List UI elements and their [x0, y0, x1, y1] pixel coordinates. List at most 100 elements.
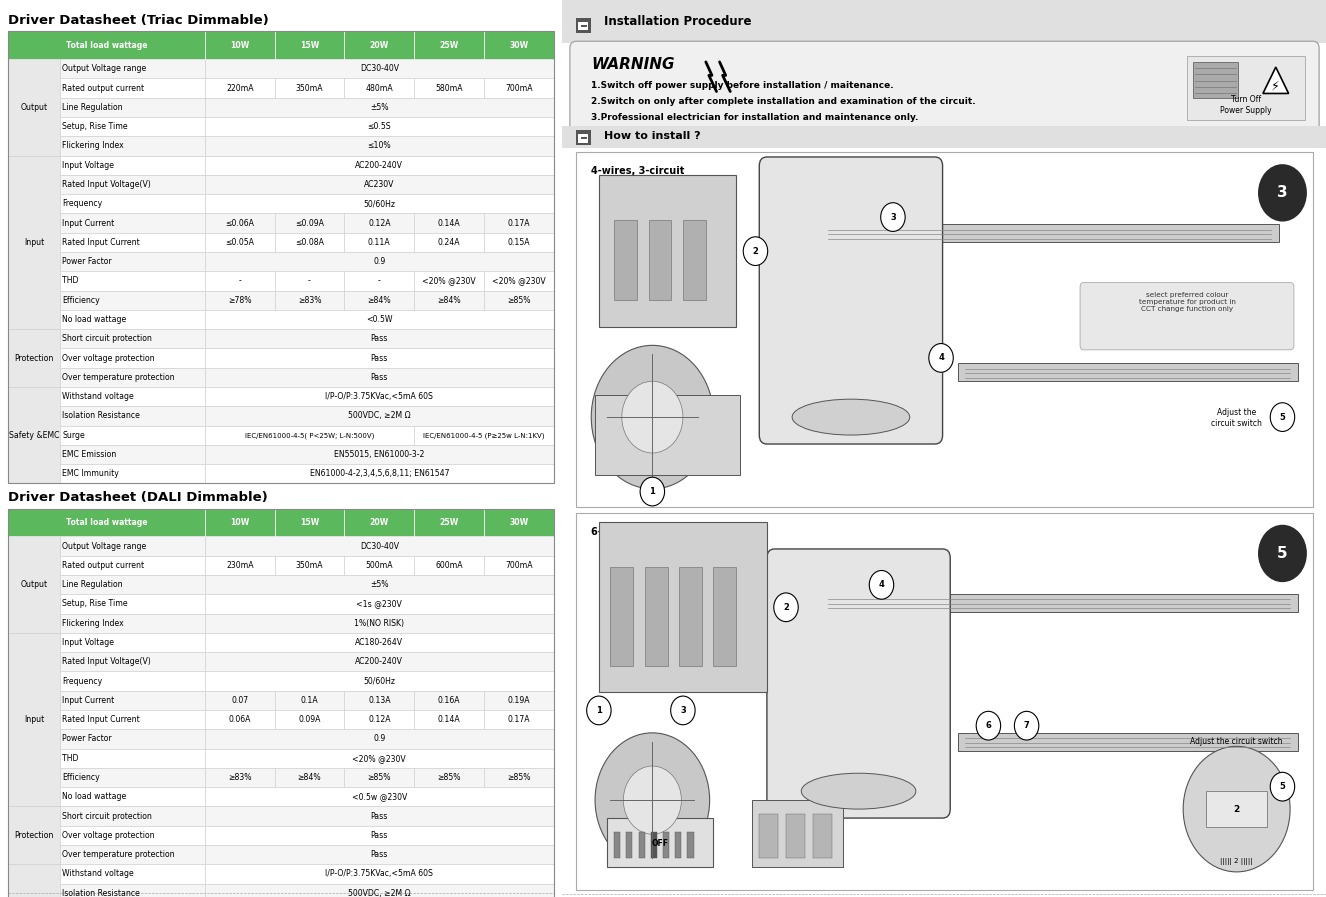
Bar — [813, 814, 831, 858]
Bar — [60, 136, 204, 156]
Bar — [204, 79, 274, 98]
Text: Adjust the circuit switch: Adjust the circuit switch — [1191, 737, 1282, 746]
Text: Line Regulation: Line Regulation — [62, 580, 123, 589]
Text: <1s @230V: <1s @230V — [357, 599, 402, 608]
Bar — [644, 567, 667, 666]
Circle shape — [595, 733, 709, 867]
Text: ≥84%: ≥84% — [297, 773, 321, 782]
Text: 700mA: 700mA — [505, 83, 533, 92]
Text: How to install ?: How to install ? — [605, 131, 701, 142]
Text: I/P-O/P:3.75KVac,<5mA 60S: I/P-O/P:3.75KVac,<5mA 60S — [325, 392, 434, 401]
Bar — [896, 612, 916, 684]
Text: Line Regulation: Line Regulation — [62, 103, 123, 112]
Text: 700mA: 700mA — [505, 561, 533, 570]
Bar — [204, 671, 554, 691]
Text: ≤0.05A: ≤0.05A — [225, 238, 255, 247]
Bar — [345, 272, 414, 291]
Text: Protection: Protection — [15, 831, 54, 840]
Text: ≥83%: ≥83% — [228, 773, 252, 782]
Circle shape — [586, 696, 611, 725]
Bar — [8, 156, 60, 329]
Bar — [484, 232, 554, 252]
Bar — [484, 79, 554, 98]
Text: IEC/EN61000-4-5( P<25W; L-N:500V): IEC/EN61000-4-5( P<25W; L-N:500V) — [245, 432, 374, 439]
Bar — [204, 388, 554, 406]
Bar — [204, 536, 554, 556]
Text: 0.14A: 0.14A — [438, 715, 460, 724]
Bar — [204, 406, 554, 425]
Text: Input Voltage: Input Voltage — [62, 161, 114, 170]
Bar — [414, 710, 484, 729]
Bar — [575, 18, 591, 33]
Circle shape — [976, 711, 1001, 740]
Circle shape — [1258, 525, 1307, 582]
Circle shape — [1270, 403, 1294, 431]
Text: 50/60Hz: 50/60Hz — [363, 199, 395, 208]
Text: Output: Output — [21, 103, 48, 112]
Bar — [581, 25, 586, 27]
Bar — [484, 710, 554, 729]
Bar — [204, 710, 274, 729]
Bar — [204, 594, 554, 614]
Bar — [648, 220, 671, 300]
Text: Frequency: Frequency — [62, 676, 102, 685]
Bar — [204, 884, 554, 897]
Bar — [204, 465, 554, 483]
Bar — [204, 98, 554, 118]
Bar — [675, 832, 682, 858]
Bar — [599, 175, 736, 327]
Text: 0.17A: 0.17A — [508, 715, 530, 724]
Bar — [60, 59, 204, 79]
Bar — [204, 691, 274, 710]
Text: Output Voltage range: Output Voltage range — [62, 542, 147, 551]
Text: 4: 4 — [879, 580, 884, 589]
Text: ≥84%: ≥84% — [367, 296, 391, 305]
Text: Isolation Resistance: Isolation Resistance — [62, 412, 141, 421]
Circle shape — [774, 593, 798, 622]
Bar — [204, 426, 414, 445]
Circle shape — [744, 237, 768, 266]
Text: 0.17A: 0.17A — [508, 219, 530, 228]
Text: 3: 3 — [890, 213, 896, 222]
Text: ≤0.08A: ≤0.08A — [294, 238, 324, 247]
Text: 25W: 25W — [439, 40, 459, 50]
Bar — [60, 272, 204, 291]
Text: 0.14A: 0.14A — [438, 219, 460, 228]
Text: Rated Input Current: Rated Input Current — [62, 715, 141, 724]
Bar — [484, 213, 554, 232]
Bar — [204, 445, 554, 465]
Bar — [414, 232, 484, 252]
Text: 600mA: 600mA — [435, 561, 463, 570]
Bar — [60, 79, 204, 98]
Bar — [60, 768, 204, 788]
Bar — [626, 832, 633, 858]
Text: 1.Switch off power supply before installation / maitenance.: 1.Switch off power supply before install… — [591, 81, 894, 90]
Bar — [484, 768, 554, 788]
Bar — [713, 567, 736, 666]
Bar — [204, 729, 554, 748]
Bar — [60, 691, 204, 710]
Text: 5: 5 — [1280, 413, 1285, 422]
Text: Withstand voltage: Withstand voltage — [62, 869, 134, 878]
Bar — [599, 522, 766, 692]
Bar — [204, 291, 274, 310]
Text: -: - — [308, 276, 310, 285]
Text: EMC Immunity: EMC Immunity — [62, 469, 119, 478]
Text: Pass: Pass — [370, 812, 389, 821]
Text: Driver Datasheet (Triac Dimmable): Driver Datasheet (Triac Dimmable) — [8, 14, 269, 27]
Bar — [204, 232, 274, 252]
Text: ≤0.06A: ≤0.06A — [225, 219, 255, 228]
Bar — [8, 31, 554, 59]
Circle shape — [1183, 746, 1290, 872]
Text: 20W: 20W — [370, 518, 389, 527]
Text: 10W: 10W — [229, 40, 249, 50]
Bar — [60, 845, 204, 864]
Bar — [60, 388, 204, 406]
Bar — [60, 445, 204, 465]
Text: 0.16A: 0.16A — [438, 696, 460, 705]
Text: 0.11A: 0.11A — [367, 238, 391, 247]
Bar — [345, 768, 414, 788]
Bar — [60, 426, 204, 445]
Text: 0.06A: 0.06A — [228, 715, 251, 724]
Text: 500mA: 500mA — [366, 561, 392, 570]
